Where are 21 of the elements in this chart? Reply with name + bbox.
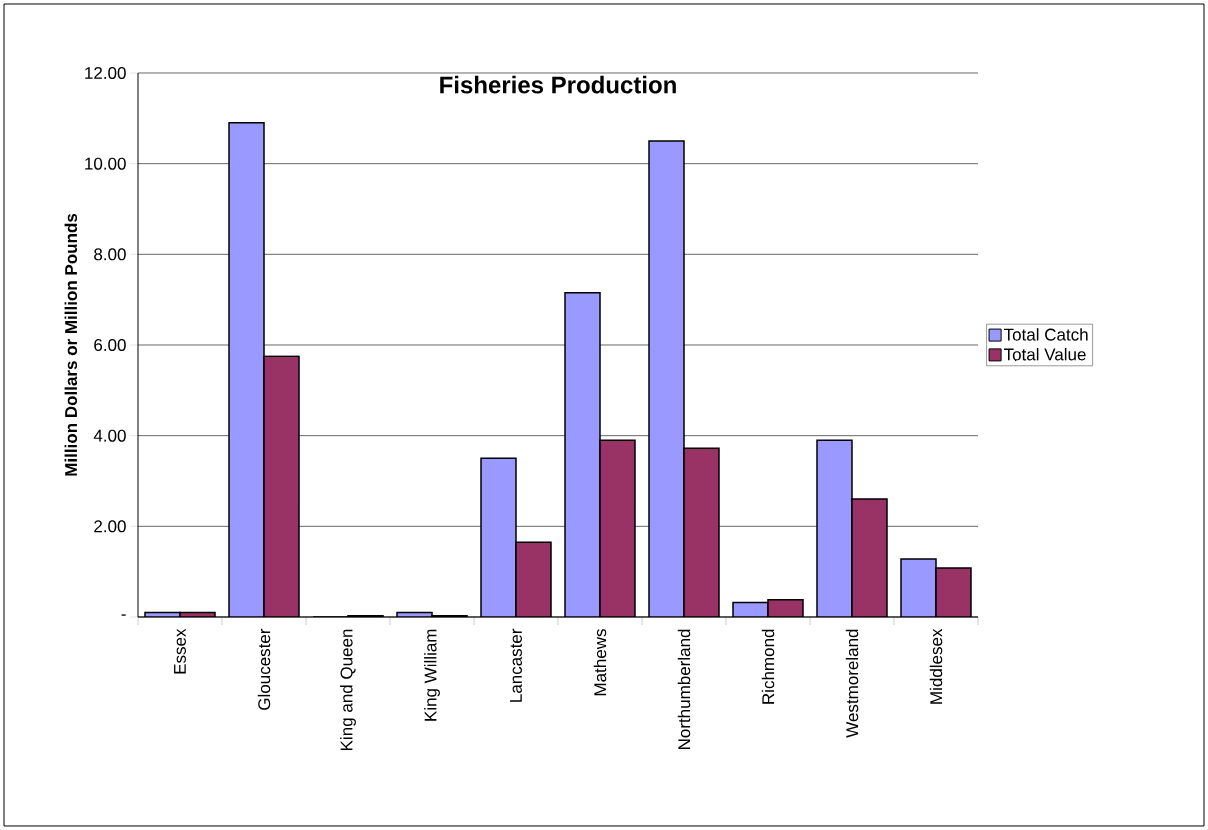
x-tick-label: Northumberland [677,629,691,750]
legend-label: Total Catch [1003,328,1088,341]
x-tick-label: Gloucester [257,628,271,710]
x-tick-label: Essex [174,628,186,674]
x-tick-label: Richmond [761,629,775,704]
chart-title: Fisheries Production [440,75,676,94]
x-tick-label: Lancaster [510,628,522,702]
y-tick-label: 12.00 [85,66,126,80]
x-tick-label: King and Queen [340,629,356,750]
x-tick-label: Westmoreland [845,629,859,738]
y-tick-label: - [121,614,126,616]
y-axis-title: Million Dollars or Million Pounds [64,213,78,476]
x-tick-label: Mathews [593,629,607,696]
y-tick-label: 4.00 [93,429,126,442]
y-tick-label: 10.00 [85,157,126,170]
y-tick-label: 2.00 [94,520,126,533]
y-tick-label: 6.00 [94,338,126,352]
x-tick-label: King William [424,629,440,721]
y-tick-label: 8.00 [94,248,126,261]
legend-label: Total Value [1003,348,1086,361]
x-tick-label: Middlesex [929,628,943,704]
